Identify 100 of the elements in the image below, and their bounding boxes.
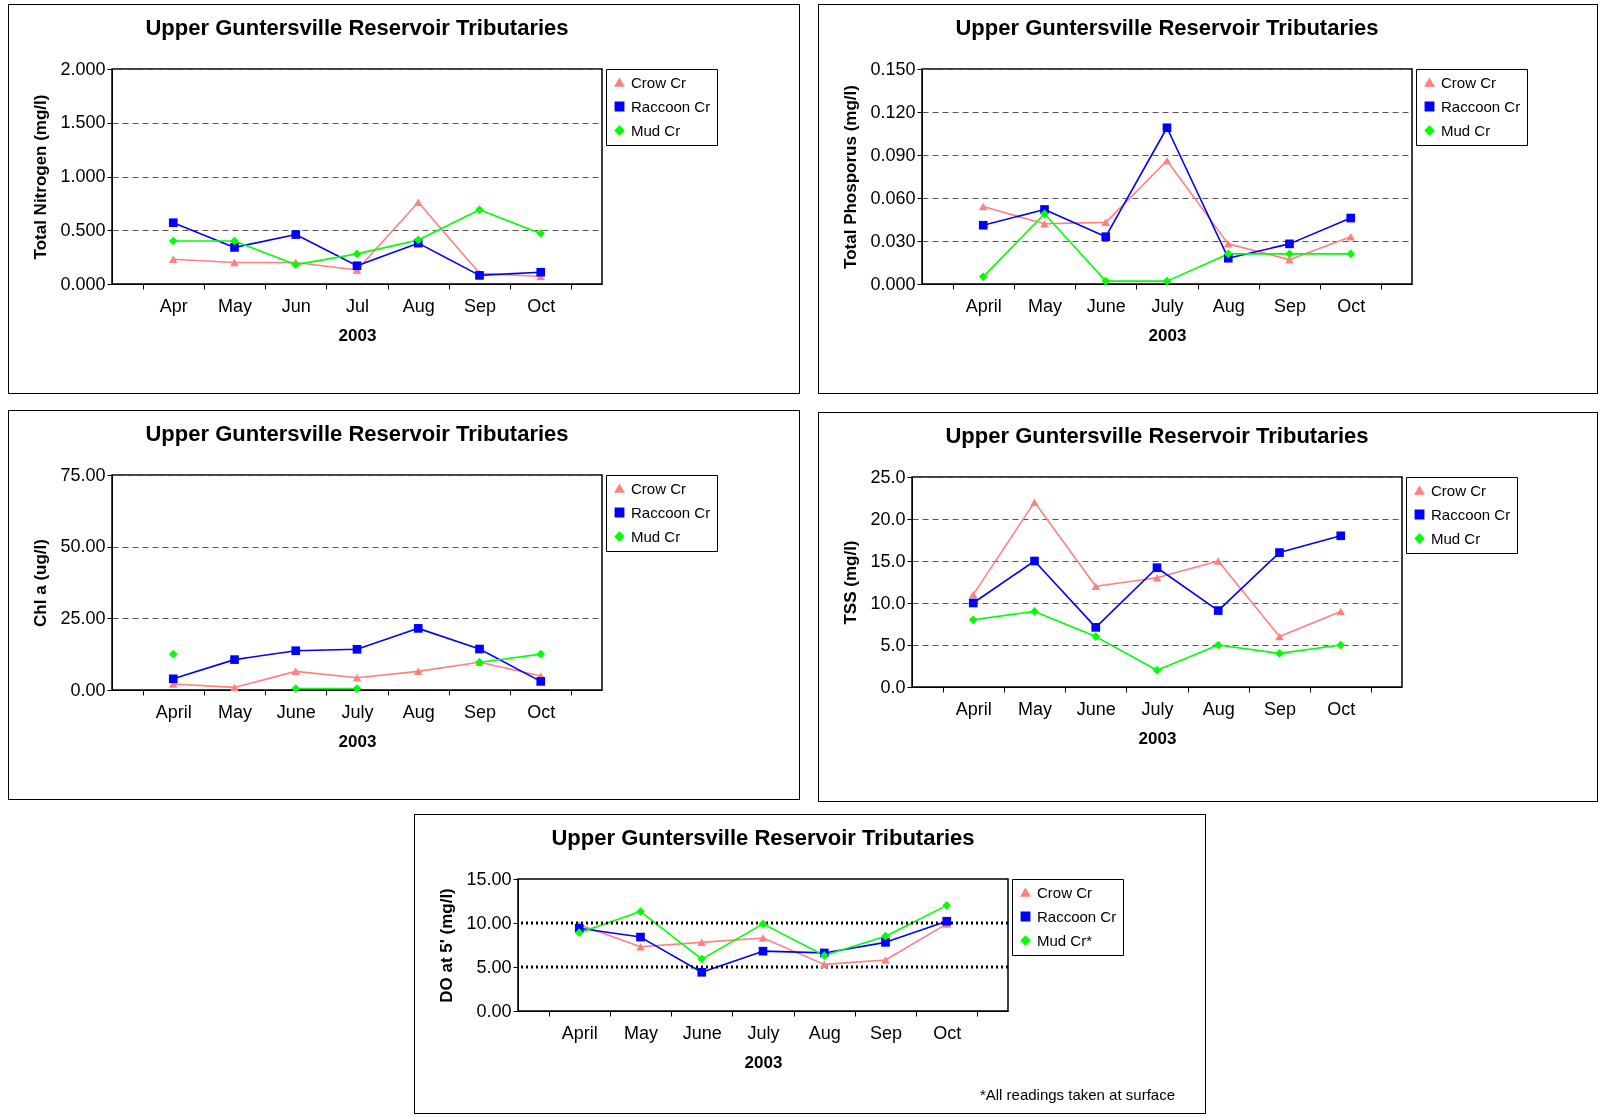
x-axis-title: 2003	[1148, 325, 1187, 345]
point	[413, 667, 423, 676]
point	[1101, 276, 1111, 286]
y-tick-label: 10.0	[870, 592, 906, 613]
point	[1152, 563, 1162, 573]
point	[1091, 623, 1101, 632]
x-tick-label: July	[1141, 698, 1174, 719]
point	[168, 255, 178, 264]
legend-label: Crow Cr	[631, 73, 686, 91]
x-axis-title: 2003	[338, 731, 377, 751]
x-axis-title: 2003	[744, 1052, 783, 1072]
y-tick-label: 0.00	[476, 1000, 512, 1021]
point	[978, 202, 988, 211]
y-axis-title: TSS (mg/l)	[841, 540, 861, 625]
x-tick-label: Jul	[345, 295, 370, 316]
y-tick-label: 0.000	[60, 273, 106, 294]
x-tick-label: Apr	[159, 295, 188, 316]
y-tick-label: 0.150	[870, 58, 916, 79]
x-tick-label: April	[965, 295, 1002, 316]
x-tick-label: Aug	[1202, 698, 1235, 719]
point	[352, 261, 362, 271]
point	[1223, 249, 1233, 259]
x-tick-label: Oct	[1327, 698, 1356, 719]
x-tick-label: Sep	[1273, 295, 1307, 316]
point	[413, 198, 423, 207]
point	[352, 644, 362, 654]
chart-title: Upper Guntersville Reservoir Tributaries	[145, 15, 569, 40]
point	[168, 674, 178, 684]
x-tick-label: July	[341, 701, 374, 722]
y-tick-label: 1.000	[60, 166, 106, 186]
legend-label: Raccoon Cr	[1037, 907, 1117, 925]
legend-label: Crow Cr	[1037, 883, 1092, 901]
x-tick-label: Oct	[933, 1022, 962, 1043]
legend-label: Crow Cr	[1441, 73, 1496, 91]
point	[536, 229, 546, 238]
point	[168, 218, 178, 228]
point	[1152, 665, 1162, 675]
point	[1346, 213, 1356, 223]
point	[1285, 239, 1294, 249]
x-tick-label: May	[217, 295, 253, 316]
x-tick-label: Oct	[527, 701, 556, 722]
x-tick-label: Sep	[463, 295, 497, 316]
point	[230, 683, 239, 692]
x-tick-label: Aug	[808, 1022, 841, 1043]
x-tick-label: Oct	[527, 295, 556, 316]
y-tick-label: 50.00	[60, 536, 106, 557]
x-tick-label: July	[747, 1022, 780, 1043]
point	[968, 615, 978, 625]
x-tick-label: Sep	[1263, 698, 1297, 719]
point	[230, 258, 239, 267]
point	[1275, 649, 1284, 658]
point	[1213, 640, 1223, 650]
point	[1030, 556, 1039, 566]
y-tick-label: 75.00	[60, 464, 106, 485]
point	[636, 932, 645, 942]
point	[291, 646, 301, 656]
y-tick-label: 0.120	[870, 101, 916, 122]
point	[1091, 632, 1101, 641]
point	[168, 649, 178, 659]
y-axis-title: Total Phosporus (mg/l)	[841, 85, 861, 269]
y-tick-label: 15.00	[466, 868, 512, 889]
legend-label: Crow Cr	[631, 479, 686, 497]
point	[697, 938, 707, 947]
point	[413, 624, 423, 633]
legend-label: Mud Cr	[631, 121, 681, 139]
point	[1040, 220, 1049, 228]
point	[1030, 607, 1039, 616]
chart-title: Upper Guntersville Reservoir Tributaries	[145, 421, 569, 446]
point	[291, 230, 301, 239]
point	[168, 236, 178, 246]
point	[636, 907, 645, 916]
x-tick-label: Aug	[402, 295, 435, 316]
point	[697, 967, 707, 977]
y-tick-label: 25.0	[870, 466, 906, 487]
point	[475, 644, 484, 654]
point	[352, 249, 362, 259]
legend-label: Raccoon Cr	[631, 503, 711, 521]
point	[352, 673, 362, 682]
y-axis-title: DO at 5' (mg/l)	[437, 888, 457, 1003]
y-axis-title: Total Nitrogen (mg/l)	[31, 94, 51, 260]
y-tick-label: 0.0	[880, 676, 906, 697]
x-tick-label: May	[1027, 295, 1063, 316]
point	[1275, 632, 1284, 641]
y-tick-label: 25.00	[60, 607, 106, 628]
point	[1213, 606, 1223, 615]
x-tick-label: April	[955, 698, 992, 719]
x-tick-label: Aug	[402, 701, 435, 722]
point	[1030, 498, 1039, 506]
y-tick-label: 5.0	[880, 634, 906, 655]
point	[536, 677, 546, 686]
x-tick-label: April	[561, 1022, 598, 1043]
legend-label: Mud Cr	[1431, 529, 1481, 547]
point	[475, 205, 484, 215]
legend-label: Raccoon Cr	[631, 97, 711, 115]
y-tick-label: 15.0	[870, 550, 906, 571]
point	[819, 960, 829, 969]
point	[978, 220, 988, 230]
chart-title: Upper Guntersville Reservoir Tributaries	[551, 825, 975, 850]
point	[1152, 574, 1162, 582]
point	[230, 655, 239, 664]
